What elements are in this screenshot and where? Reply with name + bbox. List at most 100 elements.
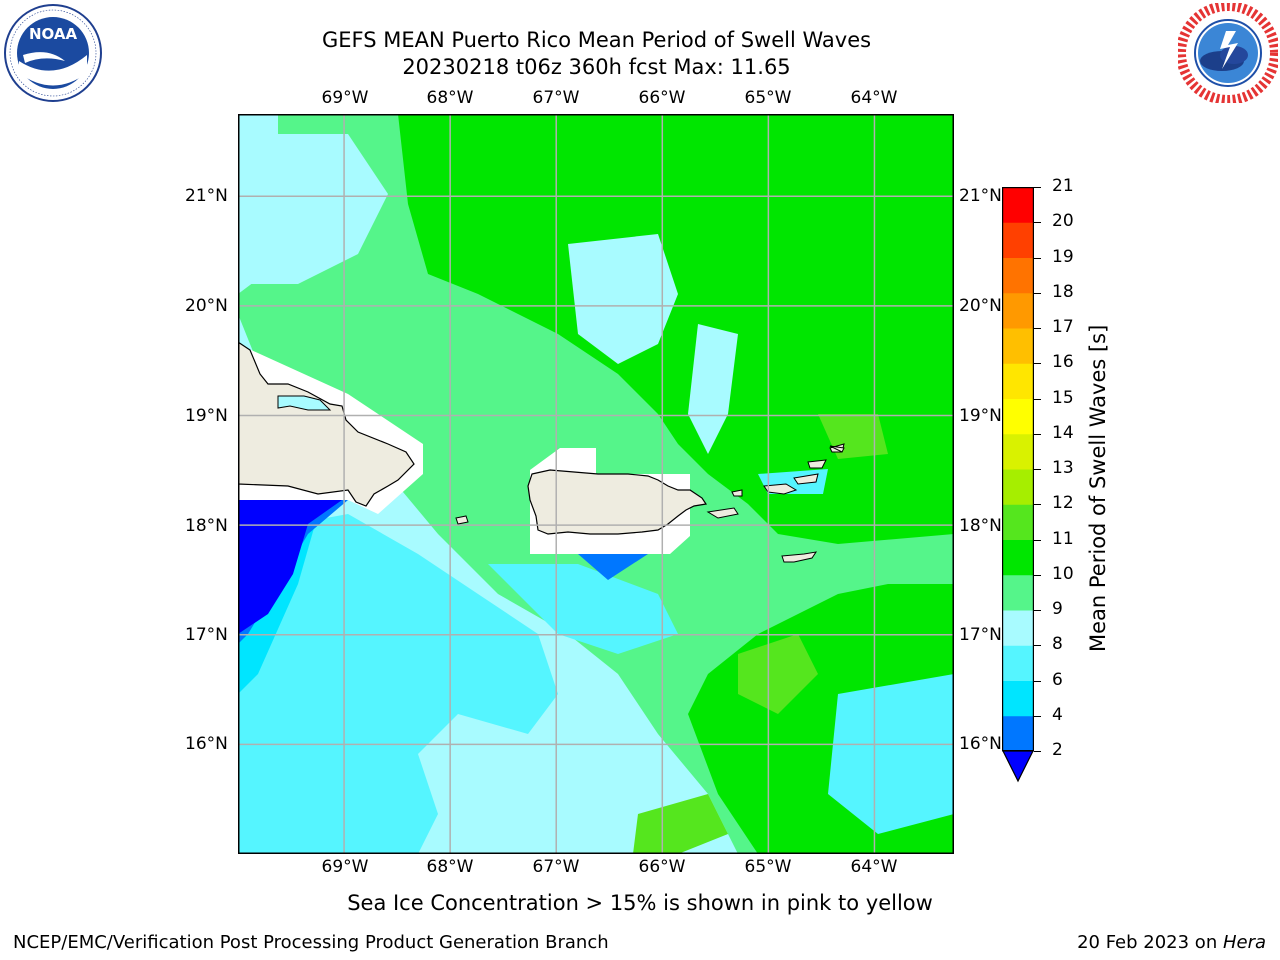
colorbar-band-18-19: [1002, 257, 1034, 294]
colorbar-band-19-20: [1002, 222, 1034, 258]
land-hispaniola: [237, 340, 415, 507]
sea-ice-caption: Sea Ice Concentration > 15% is shown in …: [0, 891, 1280, 915]
colorbar-tick-mark: [1034, 680, 1041, 682]
map-subtitle: 20230218 t06z 360h fcst Max: 11.65: [402, 55, 791, 79]
contour-6-8-southeast: [828, 674, 954, 834]
colorbar-tick-11: 11: [1052, 528, 1074, 549]
colorbar-band-13-14: [1002, 433, 1034, 470]
colorbar-band-11-12: [1002, 504, 1034, 540]
land-vieques: [706, 507, 739, 519]
colorbar-band-4-6: [1002, 680, 1034, 717]
colorbar-tick-17: 17: [1052, 317, 1074, 337]
colorbar-band-9-10: [1002, 574, 1034, 611]
colorbar-tick-mark: [1034, 610, 1041, 611]
colorbar-tick-2: 2: [1052, 740, 1063, 760]
footer-left: NCEP/EMC/Verification Post Processing Pr…: [13, 932, 609, 953]
land-virgin-gorda: [807, 459, 827, 469]
land-st-croix: [781, 551, 818, 563]
contour-8-9-tongue-b: [688, 324, 738, 454]
lat-label-left-17n: 17°N: [185, 625, 228, 645]
colorbar-tick-19: 19: [1052, 246, 1074, 267]
colorbar-band-15-16: [1002, 363, 1034, 399]
contour-8-9-northwest: [238, 134, 388, 284]
lat-label-right-21n: 21°N: [959, 186, 1002, 206]
land-mona: [455, 515, 469, 525]
lon-label-top-66w: 66°W: [638, 88, 686, 108]
colorbar-band-14-15: [1002, 398, 1034, 435]
nws-logo: [1176, 1, 1280, 105]
map-frame: [238, 114, 954, 854]
lat-label-left-21n: 21°N: [185, 186, 228, 206]
colorbar-tick-21: 21: [1052, 176, 1074, 196]
noaa-logo-text: NOAA: [29, 25, 78, 43]
colorbar-tick-6: 6: [1052, 669, 1063, 690]
colorbar-tick-mark: [1034, 257, 1041, 259]
footer-host: Hera: [1222, 932, 1266, 953]
colorbar-tick-mark: [1034, 398, 1041, 400]
colorbar-tick-mark: [1034, 539, 1041, 541]
contour-10-11-north: [398, 114, 954, 544]
colorbar-band-16-17: [1002, 328, 1034, 364]
lat-label-right-16n: 16°N: [959, 734, 1002, 754]
colorbar-band-12-13: [1002, 469, 1034, 505]
lon-label-top-68w: 68°W: [426, 88, 474, 108]
lat-label-left-20n: 20°N: [185, 296, 228, 316]
lon-label-bottom-66w: 66°W: [638, 857, 686, 877]
lon-label-bottom-68w: 68°W: [426, 857, 474, 877]
map-gridlines: [238, 114, 954, 854]
colorbar-tick-mark: [1034, 187, 1041, 188]
colorbar-tick-4: 4: [1052, 704, 1063, 725]
swell-period-map: [237, 114, 954, 854]
lon-label-top-69w: 69°W: [321, 88, 369, 108]
colorbar: [1002, 187, 1034, 783]
lat-label-left-18n: 18°N: [185, 516, 228, 536]
colorbar-tick-mark: [1034, 363, 1041, 365]
colorbar-tick-8: 8: [1052, 634, 1063, 655]
colorbar-tick-13: 13: [1052, 458, 1074, 478]
colorbar-frame: [1002, 187, 1034, 752]
colorbar-tick-mark: [1034, 645, 1041, 647]
lat-label-left-16n: 16°N: [185, 734, 228, 754]
lat-label-right-19n: 19°N: [959, 406, 1002, 426]
colorbar-tick-15: 15: [1052, 387, 1074, 408]
colorbar-tick-mark: [1034, 433, 1041, 435]
contour-8-9-tongue: [568, 234, 678, 364]
colorbar-band-2-4: [1002, 715, 1034, 752]
lon-label-top-65w: 65°W: [744, 88, 792, 108]
colorbar-tick-20: 20: [1052, 211, 1074, 232]
footer-right: 20 Feb 2023 on Hera: [1077, 932, 1266, 953]
colorbar-band-10-11: [1002, 539, 1034, 576]
lat-label-right-17n: 17°N: [959, 625, 1002, 645]
footer-date: 20 Feb 2023 on: [1077, 932, 1223, 953]
contour-6-8-center: [488, 564, 678, 654]
lon-label-top-64w: 64°W: [850, 88, 898, 108]
lon-label-bottom-65w: 65°W: [744, 857, 792, 877]
contour-11-12-a: [738, 634, 818, 714]
contour-under-2: [238, 500, 342, 634]
lon-label-top-67w: 67°W: [532, 88, 580, 108]
colorbar-under-arrow: [1002, 750, 1034, 783]
colorbar-band-8-9: [1002, 610, 1034, 646]
colorbar-tick-mark: [1034, 715, 1041, 717]
lon-label-bottom-67w: 67°W: [532, 857, 580, 877]
noaa-logo: NOAA: [3, 3, 103, 103]
contour-6-8-southwest: [238, 514, 558, 854]
land-culebra: [731, 489, 743, 497]
lon-label-bottom-69w: 69°W: [321, 857, 369, 877]
sea-ice-caption-text: Sea Ice Concentration > 15% is shown in …: [347, 891, 933, 915]
colorbar-title: Mean Period of Swell Waves [s]: [1086, 324, 1110, 652]
map-title: GEFS MEAN Puerto Rico Mean Period of Swe…: [321, 28, 872, 52]
colorbar-tick-mark: [1034, 292, 1041, 294]
colorbar-tick-16: 16: [1052, 352, 1074, 373]
colorbar-tick-14: 14: [1052, 422, 1074, 443]
colorbar-tick-mark: [1034, 504, 1041, 506]
contour-11-12-b: [633, 794, 728, 854]
lat-label-right-18n: 18°N: [959, 516, 1002, 536]
lon-label-bottom-64w: 64°W: [850, 857, 898, 877]
colorbar-tick-12: 12: [1052, 493, 1074, 514]
map-panel: [237, 114, 954, 854]
contour-2-4-south-pr: [578, 554, 648, 580]
colorbar-tick-mark: [1034, 469, 1041, 470]
land-tortola: [793, 473, 819, 485]
colorbar-band-6-8: [1002, 645, 1034, 681]
